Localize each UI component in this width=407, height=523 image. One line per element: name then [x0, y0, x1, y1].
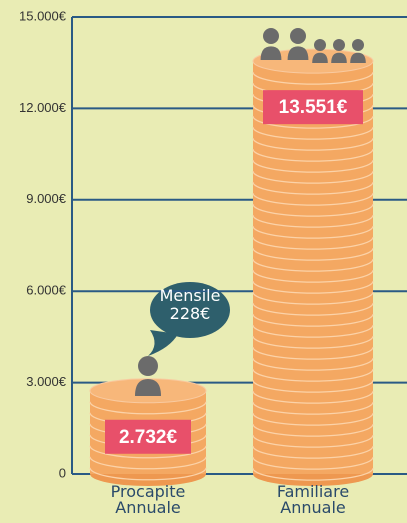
- y-tick-label: 6.000€: [26, 283, 67, 298]
- person-head: [333, 39, 345, 51]
- y-tick-label: 9.000€: [26, 191, 67, 206]
- annotation: Mensile 228€: [155, 287, 225, 323]
- x-tick-label: Procapite Annuale: [93, 484, 203, 516]
- person-body: [261, 46, 282, 60]
- person-head: [314, 39, 326, 51]
- person-head: [138, 356, 158, 376]
- y-tick-label: 0: [59, 465, 66, 480]
- person-body: [288, 46, 309, 60]
- x-tick-label: Familiare Annuale: [258, 484, 368, 516]
- person-head: [352, 39, 364, 51]
- person-head: [263, 28, 279, 44]
- y-tick-label: 15.000€: [19, 8, 67, 23]
- person-head: [290, 28, 306, 44]
- value-label: 2.732€: [119, 427, 178, 448]
- value-label: 13.551€: [279, 97, 348, 118]
- y-tick-label: 12.000€: [19, 100, 67, 115]
- y-tick-label: 3.000€: [26, 374, 67, 389]
- page: 0 3.000€ 6.000€ 9.000€ 12.000€ 15.000€ 2.732€ 1…: [0, 0, 407, 523]
- chart: 0 3.000€ 6.000€ 9.000€ 12.000€ 15.000€ 2.732€ 1…: [0, 0, 407, 523]
